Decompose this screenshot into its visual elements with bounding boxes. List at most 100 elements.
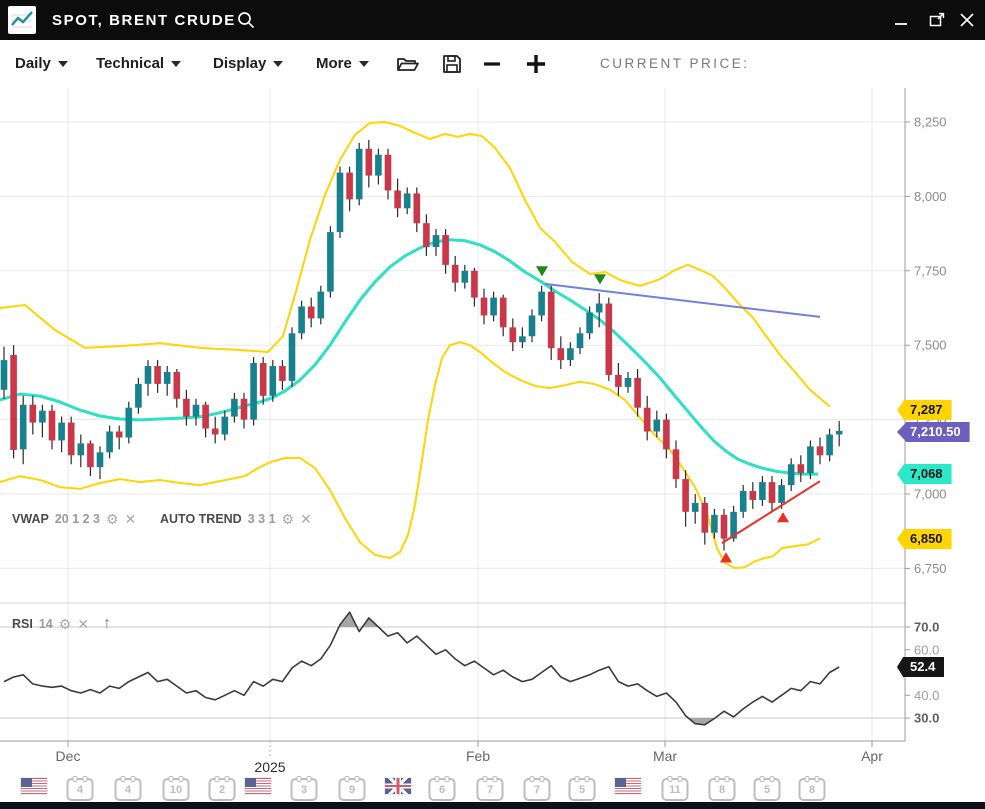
candle-down xyxy=(423,223,430,247)
zoom-in-icon[interactable] xyxy=(524,52,548,76)
candle-up xyxy=(576,333,584,349)
popout-button[interactable] xyxy=(925,8,949,32)
candle-down xyxy=(346,172,353,200)
calendar-event-button[interactable]: 3 xyxy=(290,776,318,801)
calendar-event-button[interactable]: 7 xyxy=(523,776,551,801)
calendar-event-button[interactable]: 7 xyxy=(476,776,504,801)
calendar-event-button[interactable]: 4 xyxy=(114,776,142,801)
candle-down xyxy=(499,297,507,328)
candle-up xyxy=(96,452,104,468)
close-icon[interactable]: ✕ xyxy=(300,511,312,527)
candle-up xyxy=(567,348,574,361)
calendar-event-button[interactable]: 11 xyxy=(661,776,689,801)
candle-up xyxy=(778,485,785,503)
menu-timeframe[interactable]: Daily xyxy=(15,40,68,87)
menu-more-label: More xyxy=(316,55,352,72)
candle-down xyxy=(682,479,689,512)
candle-down xyxy=(365,148,373,176)
rsi-tick-label: 30.0 xyxy=(914,711,939,726)
axis-labels: 8,2508,0007,7507,5007,2507,0006,75070.06… xyxy=(56,115,947,776)
close-button[interactable] xyxy=(955,8,979,32)
calendar-event-button[interactable]: 10 xyxy=(162,776,190,801)
candle-up xyxy=(327,232,334,292)
candle-down xyxy=(605,303,613,375)
candle-down xyxy=(394,190,401,209)
current-price-label: CURRENT PRICE: xyxy=(600,56,750,71)
calendar-event-button[interactable]: 6 xyxy=(428,776,456,801)
candle-down xyxy=(29,404,37,423)
save-icon[interactable] xyxy=(440,52,464,76)
title-bar: SPOT, BRENT CRUDE xyxy=(0,0,985,40)
chart-area: 8,2508,0007,7507,5007,2507,0006,75070.06… xyxy=(0,88,985,809)
candle-down xyxy=(87,443,94,468)
candle-down xyxy=(211,428,219,435)
price-chart-svg[interactable]: 8,2508,0007,7507,5007,2507,0006,75070.06… xyxy=(0,88,985,809)
calendar-event-button[interactable]: 5 xyxy=(753,776,781,801)
calendar-event-button[interactable]: 9 xyxy=(338,776,366,801)
autotrend-name: AUTO TREND xyxy=(160,512,242,526)
trendline-support[interactable] xyxy=(721,480,821,544)
candle-down xyxy=(663,419,670,450)
calendar-event-button[interactable]: 8 xyxy=(798,776,826,801)
candle-down xyxy=(307,306,315,319)
vwap-name: VWAP xyxy=(12,512,49,526)
candle-up xyxy=(231,398,238,417)
candle-up xyxy=(192,404,200,417)
move-pane-up-icon[interactable]: ↑ xyxy=(103,615,112,632)
candle-down xyxy=(451,264,459,283)
candle-up xyxy=(403,193,411,209)
us-flag-icon xyxy=(615,778,641,794)
us-flag-event-button[interactable] xyxy=(245,778,271,794)
candle-down xyxy=(509,327,517,343)
autotrend-params: 3 3 1 xyxy=(247,512,276,526)
calendar-event-button[interactable]: 4 xyxy=(66,776,94,801)
candle-up xyxy=(528,315,536,337)
calendar-event-button[interactable]: 5 xyxy=(568,776,596,801)
menu-more[interactable]: More xyxy=(316,40,369,87)
close-icon[interactable]: ✕ xyxy=(124,511,137,527)
candle-up xyxy=(375,154,382,176)
candle-down xyxy=(183,398,190,417)
us-flag-event-button[interactable] xyxy=(21,778,47,794)
candle-up xyxy=(250,363,257,420)
calendar-event-button[interactable]: 8 xyxy=(708,776,736,801)
chevron-down-icon xyxy=(57,60,68,67)
search-icon[interactable] xyxy=(237,11,255,29)
price-tag: 7,210.50 xyxy=(897,422,970,442)
rsi-threshold-fills xyxy=(338,612,715,725)
triangle-up-marker xyxy=(720,552,732,563)
candle-up xyxy=(106,431,113,453)
menu-display[interactable]: Display xyxy=(213,40,284,87)
menu-technical[interactable]: Technical xyxy=(96,40,182,87)
gear-icon[interactable]: ⚙ xyxy=(106,511,119,527)
candle-up xyxy=(58,422,65,441)
price-tag: 52.4 xyxy=(897,657,945,677)
candle-up xyxy=(807,446,814,474)
year-label: 2025 xyxy=(254,759,285,775)
gear-icon[interactable]: ⚙ xyxy=(58,616,72,632)
price-tick-label: 7,750 xyxy=(914,263,947,278)
zoom-out-icon[interactable] xyxy=(480,52,504,76)
candle-down xyxy=(797,464,805,474)
candle-up xyxy=(221,416,229,435)
close-icon[interactable]: ✕ xyxy=(77,616,90,632)
us-flag-event-button[interactable] xyxy=(615,778,641,794)
toolbar: Daily Technical Display More CURRENT xyxy=(0,40,985,121)
candle-up xyxy=(432,235,440,247)
open-folder-icon[interactable] xyxy=(396,52,420,76)
candle-up xyxy=(269,366,277,396)
candle-down xyxy=(634,377,641,408)
candle-down xyxy=(643,407,651,432)
uk-flag-event-button[interactable] xyxy=(385,778,411,794)
calendar-day-number: 8 xyxy=(808,783,816,796)
calendar-event-button[interactable]: 2 xyxy=(208,776,236,801)
candle-up xyxy=(653,419,661,432)
candle-up xyxy=(135,383,142,408)
candle-up xyxy=(0,360,8,390)
calendar-day-number: 5 xyxy=(763,783,771,796)
trendline-resistance[interactable] xyxy=(544,282,821,318)
candle-down xyxy=(10,355,17,450)
minimize-button[interactable] xyxy=(889,8,913,32)
candle-up xyxy=(125,407,133,438)
gear-icon[interactable]: ⚙ xyxy=(281,511,295,527)
